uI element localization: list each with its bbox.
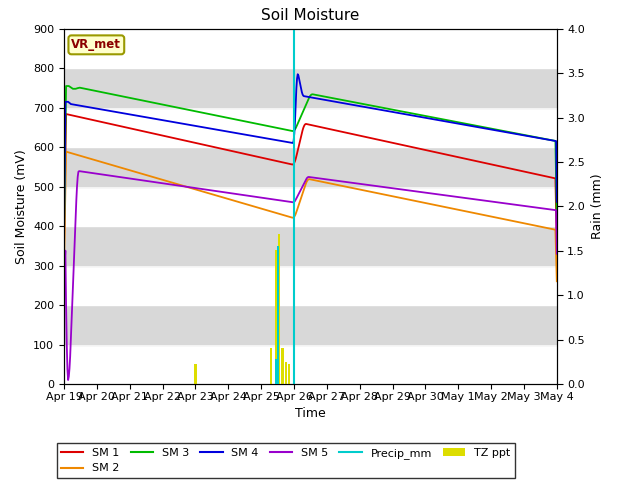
Bar: [64, 68, 557, 108]
Bar: [275, 359, 276, 384]
Text: VR_met: VR_met: [72, 38, 121, 51]
Title: Soil Moisture: Soil Moisture: [261, 9, 360, 24]
Bar: [282, 348, 284, 384]
Bar: [277, 246, 279, 384]
Bar: [64, 345, 557, 384]
Y-axis label: Rain (mm): Rain (mm): [591, 174, 604, 239]
Bar: [275, 250, 277, 384]
Bar: [64, 147, 557, 187]
Legend: SM 1, SM 2, SM 3, SM 4, SM 5, Precip_mm, TZ ppt: SM 1, SM 2, SM 3, SM 4, SM 5, Precip_mm,…: [57, 444, 515, 478]
Bar: [270, 348, 272, 384]
Y-axis label: Soil Moisture (mV): Soil Moisture (mV): [15, 149, 28, 264]
Bar: [64, 29, 557, 68]
Bar: [64, 305, 557, 345]
X-axis label: Time: Time: [295, 407, 326, 420]
Bar: [64, 265, 557, 305]
Bar: [64, 226, 557, 265]
Bar: [278, 234, 280, 384]
Bar: [195, 364, 196, 384]
Bar: [288, 364, 290, 384]
Bar: [285, 362, 287, 384]
Bar: [64, 187, 557, 226]
Bar: [64, 108, 557, 147]
